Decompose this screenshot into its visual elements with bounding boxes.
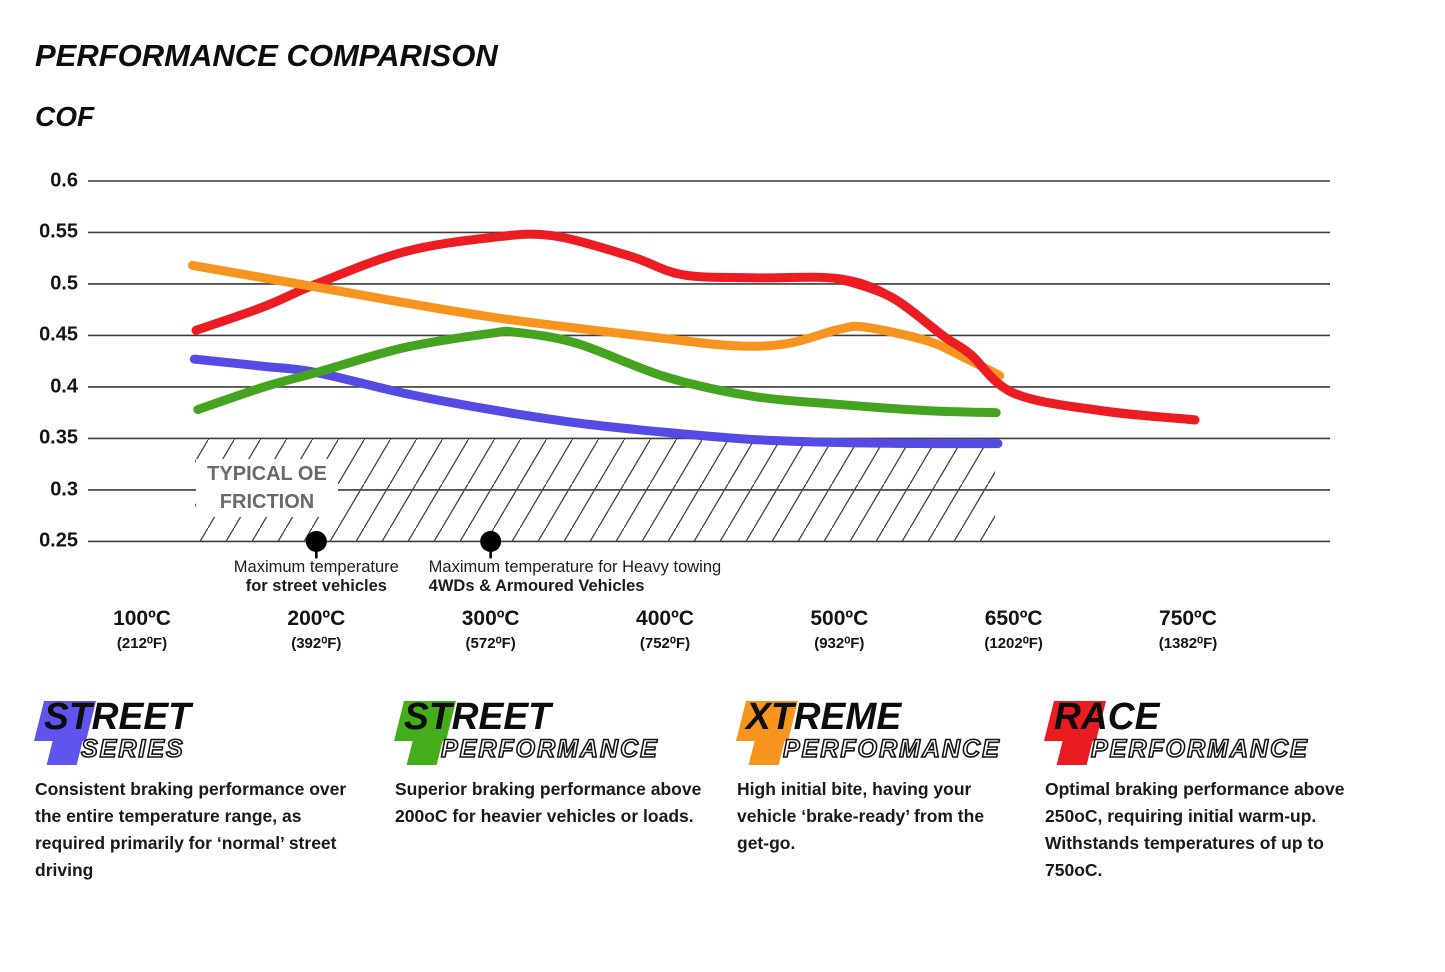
brand-description: Optimal braking performance above 250oC,… xyxy=(1045,779,1345,880)
y-tick-label: 0.35 xyxy=(39,426,78,449)
x-tick-celsius: 200ºC xyxy=(287,607,346,630)
y-tick-label: 0.6 xyxy=(50,169,78,192)
brand-description: Superior braking performance above 200oC… xyxy=(395,779,702,826)
max-temp-marker-dot xyxy=(480,530,502,552)
x-tick-label: 100ºC (212⁰F) xyxy=(113,607,171,652)
series-line-race-performance-tail xyxy=(834,274,1200,425)
series-line-street-performance xyxy=(193,326,1001,418)
annotation-line2: 4WDs & Armoured Vehicles xyxy=(428,577,645,595)
x-tick-label: 500ºC (932⁰F) xyxy=(810,607,868,652)
brand-logo: XTREME PERFORMANCE xyxy=(736,696,1012,770)
logo-color-block-bottom xyxy=(1056,738,1094,765)
x-tick-fahrenheit: (1382⁰F) xyxy=(1158,635,1218,652)
x-tick-fahrenheit: (392⁰F) xyxy=(291,635,342,652)
page-title: PERFORMANCE COMPARISON xyxy=(35,38,498,73)
x-tick-celsius: 650ºC xyxy=(984,607,1043,630)
x-tick-celsius: 300ºC xyxy=(461,607,520,630)
typical-oe-friction-line1: TYPICAL OE xyxy=(207,463,327,485)
y-tick-label: 0.4 xyxy=(50,375,78,398)
brand-word1: STREET xyxy=(404,696,551,738)
y-tick-label: 0.5 xyxy=(50,272,78,295)
x-tick-label: 400ºC (752⁰F) xyxy=(636,607,694,652)
x-tick-fahrenheit: (212⁰F) xyxy=(116,635,168,652)
brand-word2: PERFORMANCE xyxy=(782,734,1001,764)
brand-word1: XTREME xyxy=(746,696,902,738)
x-tick-fahrenheit: (752⁰F) xyxy=(639,635,691,652)
y-tick-label: 0.3 xyxy=(50,478,78,501)
typical-oe-friction-label: TYPICAL OE FRICTION xyxy=(196,459,338,517)
annotation-line1: Maximum temperature for Heavy towing xyxy=(428,558,722,576)
brand-word1: STREET xyxy=(44,696,191,738)
x-tick-fahrenheit: (1202⁰F) xyxy=(984,635,1043,652)
series-line-race-performance xyxy=(191,229,1200,425)
brand-word2: SERIES xyxy=(80,734,185,764)
brand-word1: RACE xyxy=(1054,696,1160,738)
legend-item-xtreme-performance: XTREME PERFORMANCE High initial bite, havi… xyxy=(736,696,1012,853)
logo-color-block-bottom xyxy=(46,738,84,765)
x-tick-label: 650ºC (1202⁰F) xyxy=(984,607,1043,652)
y-tick-label: 0.55 xyxy=(39,220,78,243)
x-tick-label: 750ºC (1382⁰F) xyxy=(1159,607,1218,652)
max-temp-annotation-0: Maximum temperature for street vehicles xyxy=(234,558,399,595)
annotation-line2: for street vehicles xyxy=(245,577,387,595)
brand-logo: RACE PERFORMANCE xyxy=(1044,696,1375,770)
x-tick-fahrenheit: (572⁰F) xyxy=(465,635,516,652)
x-tick-celsius: 100ºC xyxy=(113,607,171,630)
brand-description: Consistent braking performance over the … xyxy=(35,779,347,880)
brand-word2: PERFORMANCE xyxy=(440,734,659,764)
legend-item-race-performance: RACE PERFORMANCE Optimal braking performan… xyxy=(1044,696,1375,880)
y-tick-label: 0.25 xyxy=(39,529,78,552)
x-tick-celsius: 500ºC xyxy=(810,607,869,630)
brand-logo: STREET SERIES xyxy=(34,696,370,770)
typical-oe-friction-line2: FRICTION xyxy=(219,491,315,513)
brand-word2: PERFORMANCE xyxy=(1090,734,1309,764)
max-temp-marker-dot xyxy=(305,530,327,552)
x-tick-label: 200ºC (392⁰F) xyxy=(287,607,345,652)
logo-color-block-bottom xyxy=(406,738,444,765)
logo-color-block-bottom xyxy=(748,738,786,765)
annotation-line1: Maximum temperature xyxy=(233,558,399,576)
legend-item-street-series: STREET SERIES Consistent braking performan… xyxy=(34,696,370,880)
y-axis-title: COF xyxy=(35,101,95,132)
brand-logo: STREET PERFORMANCE xyxy=(394,696,717,770)
series-line-xtreme-performance xyxy=(188,260,1005,381)
x-tick-label: 300ºC (572⁰F) xyxy=(462,607,520,652)
x-tick-fahrenheit: (932⁰F) xyxy=(814,635,865,652)
x-tick-celsius: 400ºC xyxy=(636,607,694,630)
brand-description: High initial bite, having your vehicle ‘… xyxy=(737,779,985,853)
legend-item-street-performance: STREET PERFORMANCE Superior braking perfor… xyxy=(394,696,717,826)
y-tick-label: 0.45 xyxy=(39,323,78,346)
x-tick-celsius: 750ºC xyxy=(1159,607,1217,630)
max-temp-annotation-1: Maximum temperature for Heavy towing 4WDs… xyxy=(429,558,722,595)
